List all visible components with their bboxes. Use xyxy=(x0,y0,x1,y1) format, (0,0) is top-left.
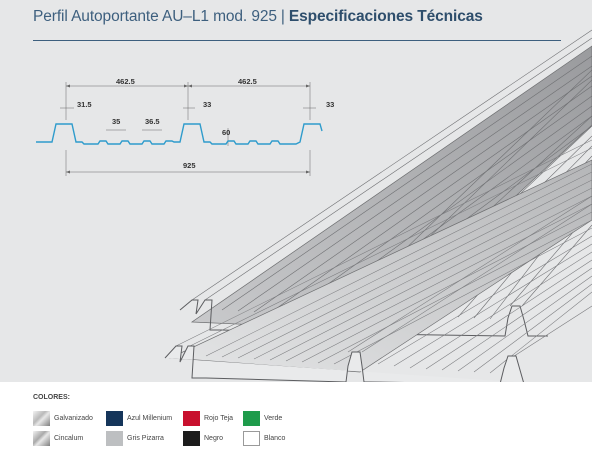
dim-rib-width-a: 33 xyxy=(203,100,211,109)
dim-rib-top-width: 31.5 xyxy=(77,100,92,109)
color-option-rojo-teja: Rojo Teja xyxy=(183,411,233,426)
dim-total-width: 925 xyxy=(183,161,196,170)
color-option-verde: Verde xyxy=(243,411,282,426)
color-label: Gris Pizarra xyxy=(127,435,164,442)
color-option-azul-millenium: Azul Millenium xyxy=(106,411,172,426)
title-separator: | xyxy=(280,8,285,25)
swatch-gris-pizarra xyxy=(106,431,123,446)
swatch-azul-millenium xyxy=(106,411,123,426)
color-label: Galvanizado xyxy=(54,415,93,422)
color-option-blanco: Blanco xyxy=(243,431,285,446)
color-option-galvanizado: Galvanizado xyxy=(33,411,93,426)
swatch-cincalum xyxy=(33,431,50,446)
color-option-negro: Negro xyxy=(183,431,223,446)
dim-half-width-right: 462.5 xyxy=(238,77,257,86)
page-title: Perfil Autoportante AU–L1 mod. 925 | Espec… xyxy=(33,8,483,26)
color-label: Negro xyxy=(204,435,224,442)
color-label: Verde xyxy=(264,415,283,422)
dim-height: 60 xyxy=(222,128,230,137)
swatch-negro xyxy=(183,431,200,446)
title-rule xyxy=(33,40,561,41)
color-label: Rojo Teja xyxy=(204,415,234,422)
dim-rib-width-b: 33 xyxy=(326,100,334,109)
swatch-rojo-teja xyxy=(183,411,200,426)
color-label: Cincalum xyxy=(54,435,84,442)
swatch-galvanizado xyxy=(33,411,50,426)
color-legend-panel xyxy=(0,382,592,464)
title-product: Perfil Autoportante AU–L1 mod. 925 xyxy=(33,8,277,25)
color-option-cincalum: Cincalum xyxy=(33,431,83,446)
swatch-blanco xyxy=(243,431,260,446)
title-section: Especificaciones Técnicas xyxy=(288,8,483,25)
dim-groove-gap: 36.5 xyxy=(145,117,160,126)
colors-title: COLORES: xyxy=(33,394,70,401)
swatch-verde xyxy=(243,411,260,426)
color-option-gris-pizarra: Gris Pizarra xyxy=(106,431,164,446)
color-label: Blanco xyxy=(264,435,286,442)
dim-half-width-left: 462.5 xyxy=(116,77,135,86)
lower-sheet xyxy=(164,139,592,385)
color-label: Azul Millenium xyxy=(127,415,173,422)
dim-groove-spacing: 35 xyxy=(112,117,120,126)
profile-cross-section: 462.5 462.5 31.5 33 33 35 36.5 60 925 xyxy=(36,77,334,176)
